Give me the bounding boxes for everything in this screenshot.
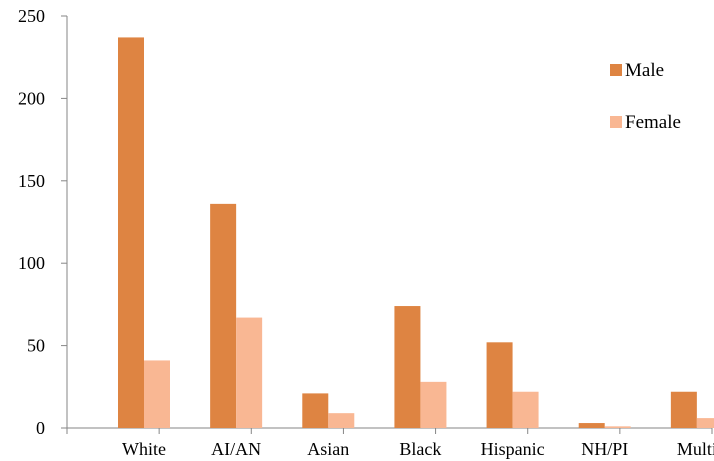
bar-male-multi [670,391,697,428]
x-tick-label: Black [399,439,441,459]
legend-label-male: Male [625,60,664,81]
legend-label-female: Female [625,112,681,133]
bar-male-black [394,306,421,428]
x-tick-label: Asian [307,439,349,459]
legend-swatch-female [610,116,622,128]
y-tick-label: 150 [18,171,45,191]
y-tick-label: 100 [18,253,45,273]
legend-swatch-male [610,64,622,76]
y-tick-label: 0 [36,418,45,438]
legend: Male Female [610,60,681,133]
bar-male-white [118,37,144,428]
x-axis: White AI/AN Asian Black Hispanic NH/PI Multi [66,427,714,459]
x-tick-label: AI/AN [211,439,261,459]
bar-female-ai-an [236,317,263,428]
bar-female-nh-pi [604,426,631,428]
x-tick-label: White [122,439,166,459]
x-tick-label: Multi [677,439,714,459]
bars [118,37,714,428]
bar-male-hispanic [486,342,513,428]
y-tick-label: 50 [27,336,45,356]
x-tick-label: Hispanic [481,439,545,459]
bar-male-nh-pi [578,423,605,428]
bar-female-asian [328,413,355,428]
bar-male-ai-an [210,203,237,428]
x-tick-label: NH/PI [581,439,628,459]
bar-female-multi [696,418,714,428]
bar-female-white [144,360,170,428]
bar-female-hispanic [512,391,539,428]
bar-female-black [420,381,447,428]
y-axis: 0 50 100 150 200 250 [18,6,68,438]
y-tick-label: 200 [18,88,45,108]
y-tick-label: 250 [18,6,45,26]
bar-male-asian [302,393,329,428]
